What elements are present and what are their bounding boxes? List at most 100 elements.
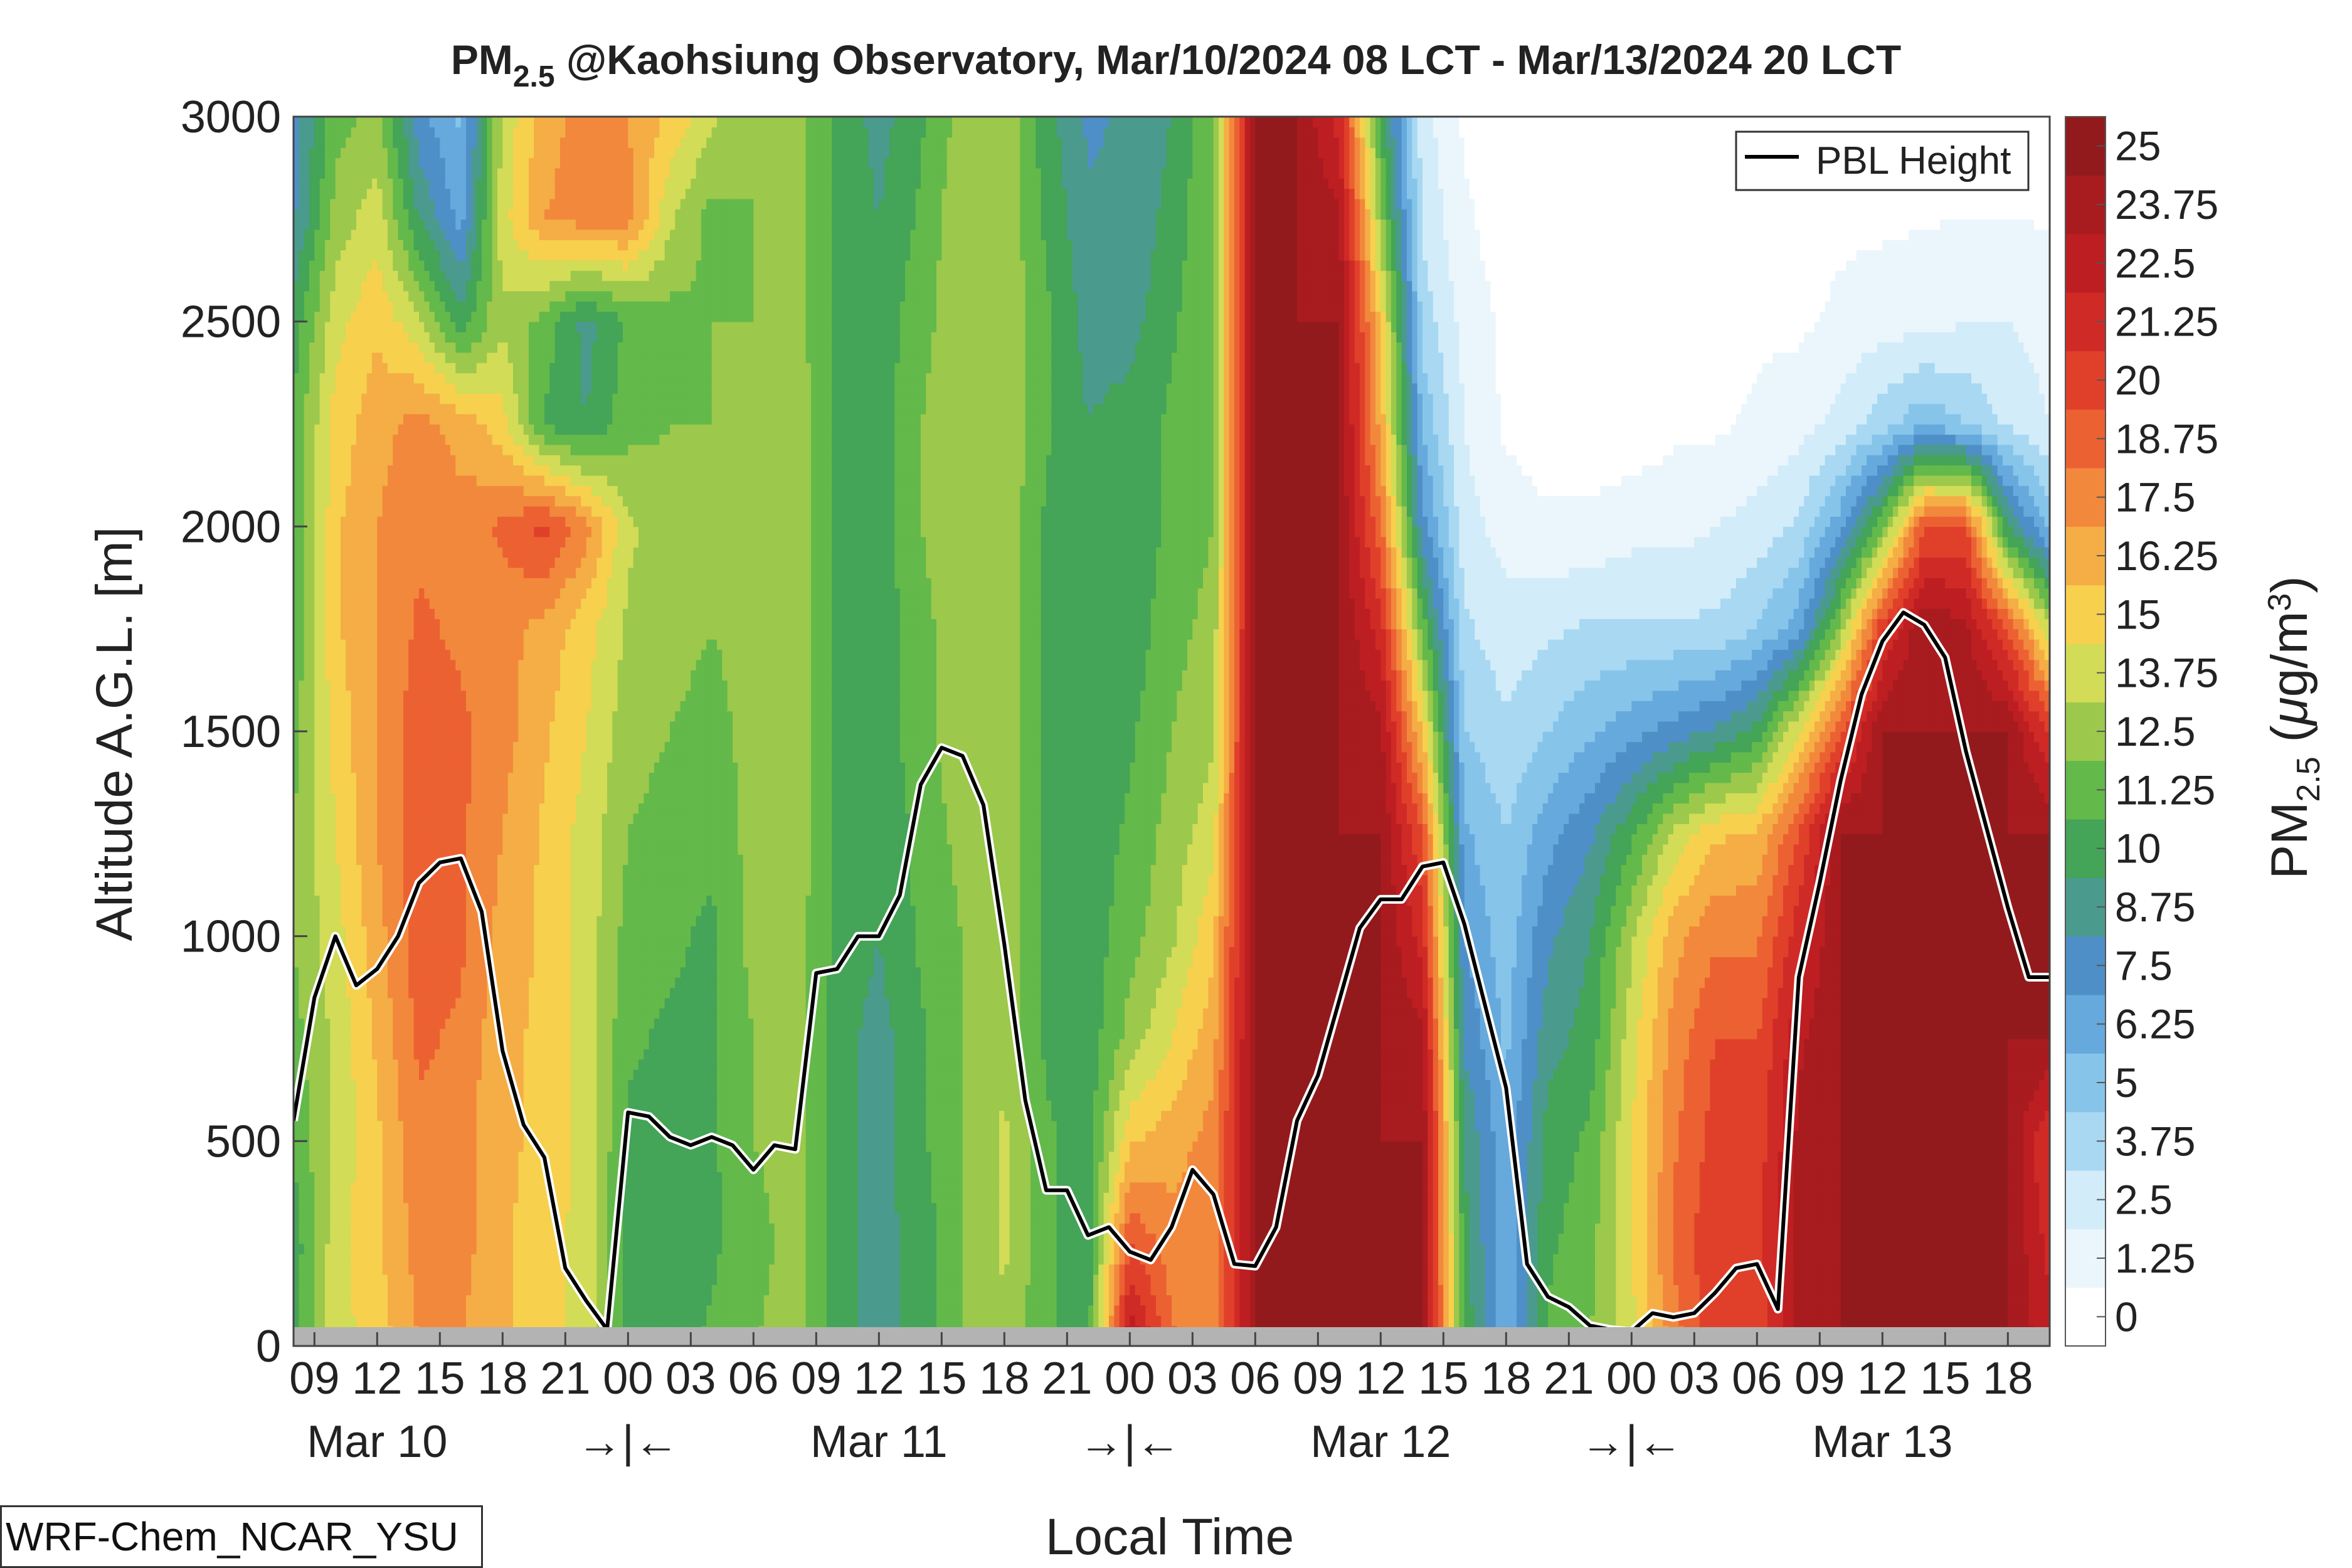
contour-cell: [1940, 1223, 1946, 1234]
contour-cell: [1093, 1254, 1099, 1264]
contour-cell: [549, 1254, 555, 1264]
contour-cell: [1161, 1274, 1167, 1285]
contour-cell: [1485, 1285, 1491, 1295]
contour-cell: [1051, 1213, 1057, 1224]
contour-cell: [1219, 1295, 1224, 1305]
contour-cell: [1417, 1244, 1423, 1254]
contour-cell: [1684, 1192, 1690, 1203]
contour-cell: [1543, 1233, 1549, 1244]
contour-cell: [1192, 1285, 1198, 1295]
contour-cell: [414, 1244, 420, 1254]
contour-cell: [853, 1285, 859, 1295]
contour-cell: [753, 1274, 759, 1285]
contour-cell: [471, 1305, 477, 1316]
contour-cell: [414, 1233, 420, 1244]
contour-cell: [728, 1254, 733, 1264]
contour-cell: [968, 1223, 973, 1234]
contour-cell: [665, 1305, 670, 1316]
contour-cell: [1532, 1202, 1538, 1213]
contour-cell: [1245, 1192, 1251, 1203]
contour-cell: [785, 1305, 790, 1316]
contour-cell: [936, 1213, 942, 1224]
contour-cell: [1501, 1223, 1507, 1234]
contour-cell: [722, 1285, 728, 1295]
contour-cell: [497, 1305, 503, 1316]
contour-cell: [1898, 1285, 1904, 1295]
contour-cell: [1584, 1254, 1590, 1264]
contour-cell: [1313, 1192, 1318, 1203]
contour-cell: [681, 1213, 686, 1224]
contour-cell: [1663, 1244, 1668, 1254]
contour-cell: [325, 1315, 331, 1326]
contour-cell: [790, 1305, 796, 1316]
contour-cell: [905, 1274, 911, 1285]
contour-cell: [800, 1223, 806, 1234]
contour-cell: [988, 1244, 994, 1254]
contour-cell: [1234, 1192, 1240, 1203]
contour-cell: [1720, 1202, 1726, 1213]
contour-cell: [649, 1285, 655, 1295]
contour-cell: [1537, 1223, 1543, 1234]
contour-cell: [1120, 1285, 1125, 1295]
contour-cell: [941, 1244, 947, 1254]
contour-cell: [1647, 1274, 1653, 1285]
contour-cell: [988, 1202, 994, 1213]
contour-cell: [1443, 1233, 1449, 1244]
contour-cell: [304, 1295, 310, 1305]
contour-cell: [1804, 1192, 1809, 1203]
contour-cell: [978, 1285, 984, 1295]
contour-cell: [806, 1244, 812, 1254]
contour-cell: [1182, 1285, 1188, 1295]
contour-cell: [1553, 1254, 1559, 1264]
contour-cell: [1318, 1295, 1323, 1305]
contour-cell: [1104, 1274, 1110, 1285]
contour-cell: [759, 1264, 765, 1274]
contour-cell: [435, 1254, 440, 1264]
contour-cell: [1752, 1295, 1757, 1305]
contour-cell: [565, 1233, 571, 1244]
contour-cell: [722, 1254, 728, 1264]
contour-cell: [1120, 1213, 1125, 1224]
contour-cell: [1532, 1192, 1538, 1203]
contour-cell: [1219, 1305, 1224, 1316]
contour-cell: [518, 1305, 524, 1316]
contour-cell: [806, 1223, 812, 1234]
contour-cell: [1653, 1244, 1658, 1254]
contour-cell: [722, 1315, 728, 1326]
contour-cell: [1736, 1192, 1742, 1203]
contour-cell: [926, 1305, 931, 1316]
contour-cell: [1532, 1315, 1538, 1326]
contour-cell: [712, 1264, 718, 1274]
contour-cell: [1485, 1295, 1491, 1305]
contour-cell: [1120, 1274, 1125, 1285]
contour-cell: [675, 1223, 681, 1234]
contour-cell: [576, 1233, 581, 1244]
contour-cell: [482, 1264, 487, 1274]
contour-cell: [936, 1264, 942, 1274]
contour-cell: [1004, 1223, 1010, 1234]
contour-cell: [1083, 1285, 1088, 1295]
contour-cell: [874, 1254, 879, 1264]
contour-cell: [1658, 1202, 1663, 1213]
contour-cell: [916, 1274, 921, 1285]
contour-cell: [1678, 1192, 1684, 1203]
contour-cell: [1308, 1305, 1313, 1316]
contour-cell: [869, 1274, 874, 1285]
contour-cell: [325, 1213, 331, 1224]
contour-cell: [1527, 1192, 1533, 1203]
contour-cell: [999, 1202, 1005, 1213]
contour-cell: [320, 1213, 326, 1224]
contour-cell: [775, 1295, 780, 1305]
contour-cell: [576, 1315, 581, 1326]
contour-cell: [780, 1233, 785, 1244]
contour-cell: [351, 1233, 357, 1244]
contour-cell: [455, 1244, 461, 1254]
contour-cell: [1909, 1223, 1914, 1234]
contour-cell: [1135, 1213, 1141, 1224]
contour-cell: [947, 1285, 953, 1295]
contour-cell: [1574, 1192, 1580, 1203]
contour-cell: [1475, 1213, 1480, 1224]
contour-cell: [670, 1213, 675, 1224]
contour-cell: [414, 1315, 420, 1326]
contour-cell: [1172, 1254, 1177, 1264]
